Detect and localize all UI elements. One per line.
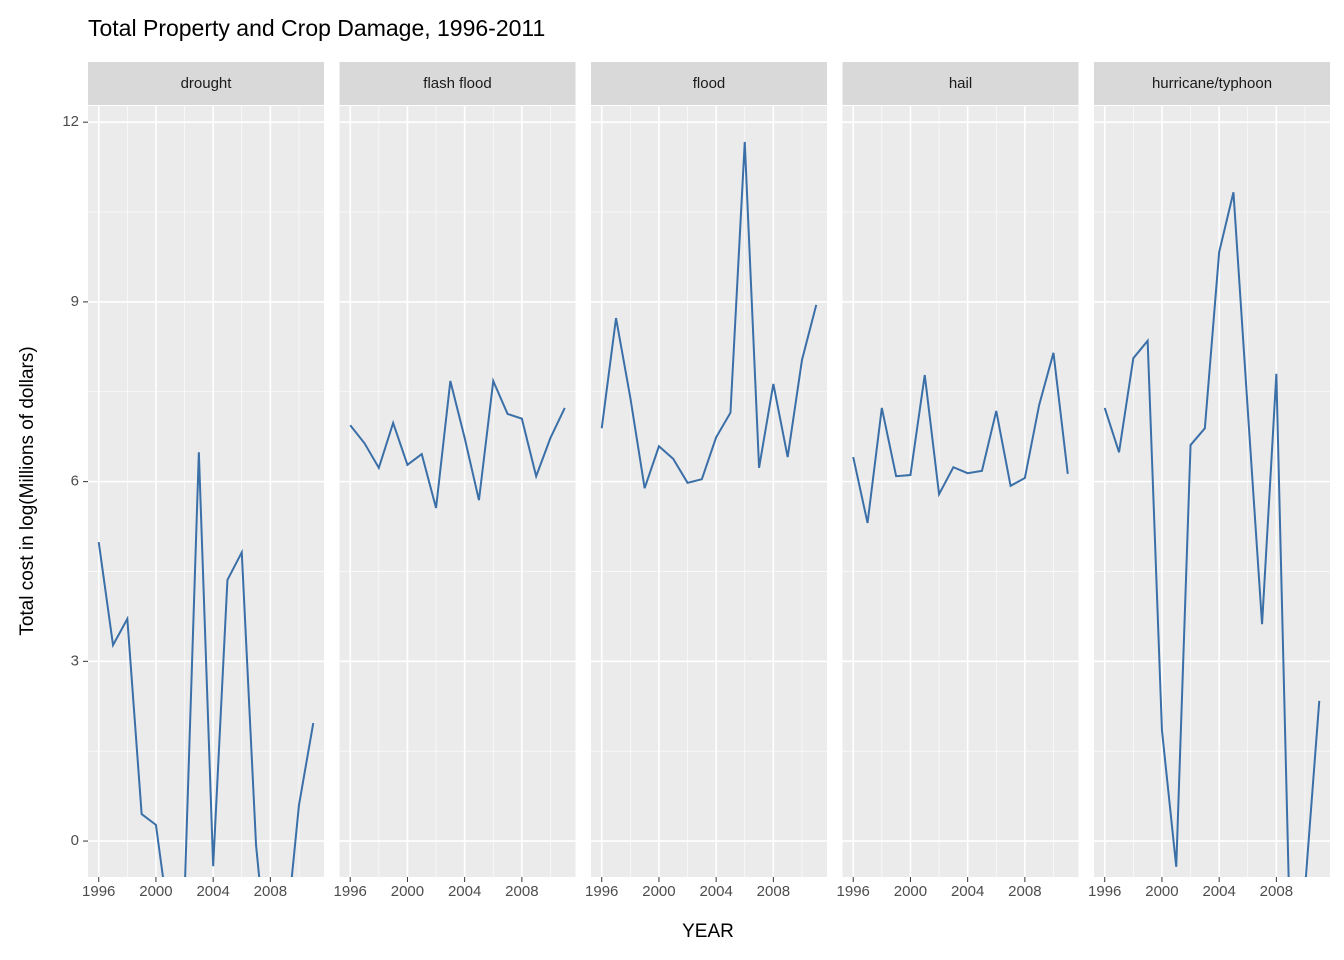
x-axis-label: YEAR [682, 921, 734, 942]
y-tick-label: 3 [71, 652, 79, 669]
y-tick-label: 9 [71, 293, 79, 310]
x-tick-label: 2004 [699, 883, 732, 900]
x-tick-label: 1996 [837, 883, 870, 900]
chart-title: Total Property and Crop Damage, 1996-201… [88, 15, 545, 41]
x-tick-label: 2004 [448, 883, 481, 900]
x-tick-label: 2008 [1008, 883, 1041, 900]
data-line [97, 452, 315, 877]
panel: flash flood 1996 2000 2004 2008 [334, 62, 576, 900]
x-tick-label: 2004 [196, 883, 229, 900]
x-tick-label: 2000 [1145, 883, 1178, 900]
panel-background [842, 106, 1079, 877]
y-tick-label: 0 [71, 832, 79, 849]
x-tick-label: 2008 [1260, 883, 1293, 900]
panel: hail 1996 2000 2004 2008 [837, 62, 1079, 900]
strip [591, 62, 827, 105]
x-tick-label: 2000 [139, 883, 172, 900]
strip [1094, 62, 1330, 105]
panel-background [88, 106, 324, 877]
strip [88, 62, 324, 105]
x-tick-label: 2008 [254, 883, 287, 900]
strip [339, 62, 576, 105]
strip-label: hurricane/typhoon [1152, 75, 1272, 92]
x-tick-label: 1996 [334, 883, 367, 900]
y-axis-label: Total cost in log(Millions of dollars) [17, 346, 38, 635]
x-tick-label: 2000 [642, 883, 675, 900]
x-tick-label: 1996 [585, 883, 618, 900]
panel-background [591, 106, 827, 877]
strip [842, 62, 1079, 105]
y-tick-label: 12 [62, 113, 79, 130]
x-tick-label: 2008 [505, 883, 538, 900]
panel-background [339, 106, 576, 877]
x-tick-label: 2004 [1202, 883, 1235, 900]
panel: hurricane/typhoon 1996 2000 2004 2008 [1088, 62, 1330, 900]
x-tick-label: 1996 [1088, 883, 1121, 900]
panel: drought 1996 2000 2004 2008 [82, 62, 324, 900]
panel-background [1094, 106, 1330, 877]
y-tick-label: 6 [71, 473, 79, 490]
x-tick-label: 2000 [894, 883, 927, 900]
x-tick-label: 2008 [757, 883, 790, 900]
strip-label: flash flood [423, 75, 491, 92]
x-tick-label: 1996 [82, 883, 115, 900]
data-line [600, 141, 818, 489]
strip-label: hail [949, 75, 972, 92]
panel: flood 1996 2000 2004 2008 [585, 62, 827, 900]
strip-label: drought [181, 75, 233, 92]
x-tick-label: 2000 [391, 883, 424, 900]
data-line [349, 377, 566, 509]
data-line [1103, 192, 1321, 877]
data-line [852, 352, 1069, 524]
strip-label: flood [693, 75, 726, 92]
x-tick-label: 2004 [951, 883, 984, 900]
